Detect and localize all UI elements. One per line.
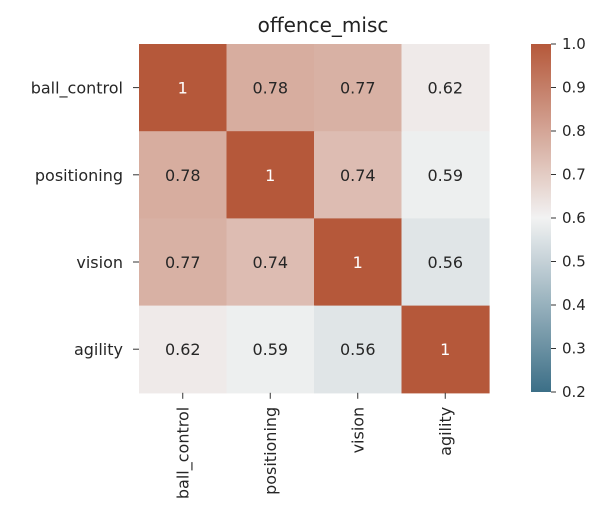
heatmap-cell <box>226 218 315 307</box>
row-label: vision <box>76 253 123 272</box>
cell-annotation: 1 <box>440 340 450 359</box>
colorbar-tick-label: 0.8 <box>562 122 586 140</box>
column-label: vision <box>349 407 368 454</box>
cell-annotation: 0.62 <box>427 79 463 98</box>
row-label: ball_control <box>31 79 123 99</box>
cell-annotation: 0.59 <box>252 340 288 359</box>
heatmap-cell <box>401 218 490 307</box>
cell-annotation: 0.74 <box>252 253 288 272</box>
cell-annotation: 0.59 <box>427 166 463 185</box>
cell-annotations: 1 0.78 0.77 0.62 0.78 1 0.74 0.59 0.77 0.74 1 0.56 0… <box>165 79 463 360</box>
colorbar-tick-label: 0.5 <box>562 253 586 271</box>
heatmap-cell <box>314 44 403 132</box>
column-label: agility <box>436 407 455 456</box>
heatmap-cell <box>401 131 490 219</box>
cell-annotation: 0.56 <box>340 340 376 359</box>
column-labels: ball_control positioning vision agility <box>174 392 455 499</box>
cell-annotation: 0.77 <box>340 79 376 98</box>
column-label: ball_control <box>174 407 194 499</box>
cell-annotation: 0.74 <box>340 166 376 185</box>
cell-annotation: 0.56 <box>427 253 463 272</box>
colorbar-tick-label: 0.6 <box>562 209 586 227</box>
heatmap-cell <box>314 218 403 307</box>
heatmap-cell <box>314 131 403 219</box>
heatmap-cells <box>139 44 490 394</box>
colorbar-tick-label: 1.0 <box>562 35 586 53</box>
heatmap-cell <box>139 44 228 132</box>
heatmap-cell <box>314 305 403 394</box>
cell-annotation: 0.77 <box>165 253 201 272</box>
colorbar-ticks: 1.0 0.9 0.8 0.7 0.6 0.5 0.4 0.3 0.2 <box>551 35 586 401</box>
row-label: agility <box>74 340 123 359</box>
colorbar-tick-label: 0.9 <box>562 79 586 97</box>
cell-annotation: 0.78 <box>165 166 201 185</box>
heatmap-cell <box>226 131 315 219</box>
cell-annotation: 0.62 <box>165 340 201 359</box>
column-label: positioning <box>261 407 280 495</box>
cell-annotation: 1 <box>178 79 188 98</box>
colorbar-tick-label: 0.7 <box>562 166 586 184</box>
row-labels: ball_control positioning vision agility <box>31 79 139 359</box>
heatmap-cell <box>226 44 315 132</box>
heatmap-cell <box>401 44 490 132</box>
cell-annotation: 1 <box>265 166 275 185</box>
chart-title: offence_misc <box>258 13 389 37</box>
row-label: positioning <box>35 166 123 185</box>
colorbar-tick-label: 0.4 <box>562 296 586 314</box>
heatmap-cell <box>139 218 228 307</box>
heatmap-cell <box>226 305 315 394</box>
heatmap-cell <box>139 305 228 394</box>
cell-annotation: 1 <box>353 253 363 272</box>
colorbar-tick-label: 0.2 <box>562 383 586 401</box>
colorbar-tick-label: 0.3 <box>562 340 586 358</box>
heatmap-cell <box>401 305 490 394</box>
colorbar <box>531 44 551 392</box>
cell-annotation: 0.78 <box>252 79 288 98</box>
heatmap-cell <box>139 131 228 219</box>
